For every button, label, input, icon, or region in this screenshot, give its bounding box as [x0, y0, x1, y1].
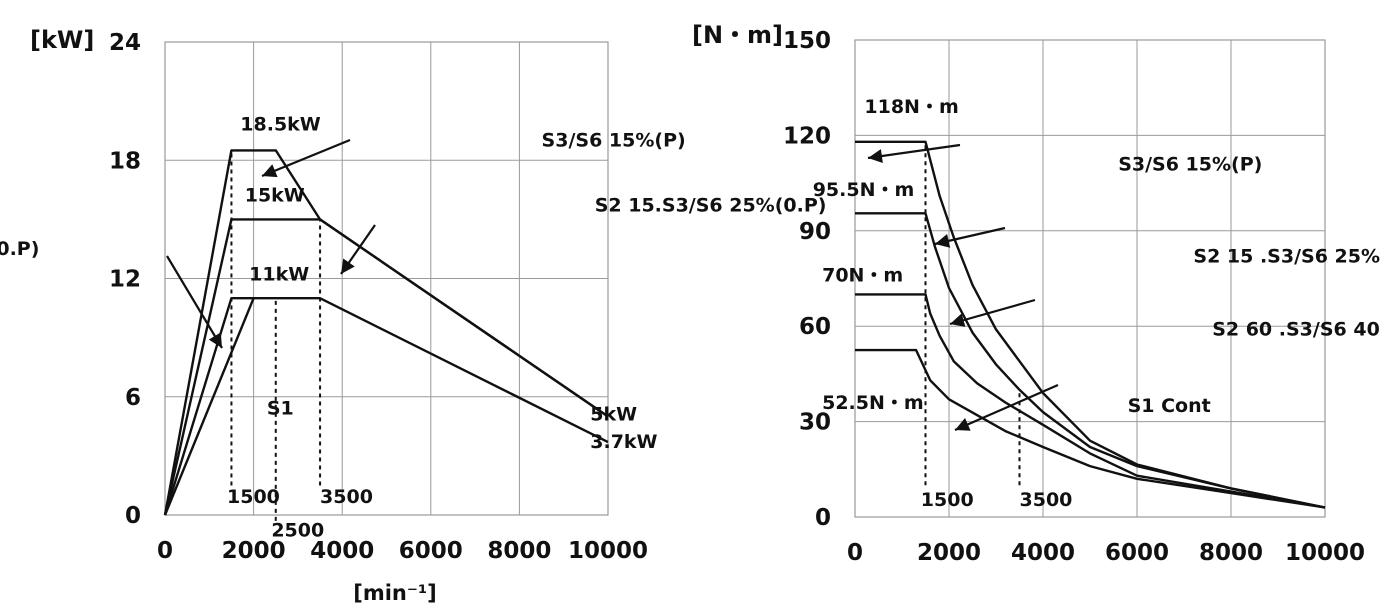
- x-tick-label: 6000: [1105, 540, 1169, 566]
- annotation-ls1: S1: [267, 397, 294, 419]
- x-tick-label: 6000: [399, 538, 463, 564]
- annotation-lp_s215: S2 15.S3/S6 25%(0.P): [595, 194, 827, 216]
- x-tick-label: 4000: [1011, 540, 1075, 566]
- annotation-lp_s3: S3/S6 15%(P): [542, 129, 686, 151]
- torque-chart: 0 2000 4000 6000 8000 10000 0 30 60 90 120 150[N・m]…: [692, 21, 1380, 566]
- annotation-l37: 3.7kW: [590, 431, 657, 453]
- y-tick-label: 150: [783, 28, 831, 54]
- annotation-rp_s260: S2 60 .S3/S6 40%(0.P): [1212, 319, 1380, 341]
- x-tick-label: 10000: [1285, 540, 1365, 566]
- y-tick-label: 0: [125, 503, 141, 529]
- y-tick-label: 18: [109, 148, 141, 174]
- annotation-r52: 52.5N・m: [822, 392, 924, 414]
- pointer-arrow-head: [950, 313, 966, 327]
- annotation-l15: 15kW: [245, 185, 305, 207]
- x-tick-label: 8000: [487, 538, 551, 564]
- x-tick-label: 2000: [222, 538, 286, 564]
- annotation-r70: 70N・m: [822, 265, 903, 287]
- y-tick-label: 6: [125, 385, 141, 411]
- pointer-arrow-line: [949, 298, 1036, 326]
- series-line-p15: [163, 218, 609, 516]
- pointer-arrow-line: [166, 255, 223, 349]
- pointer-arrow-head: [341, 258, 355, 274]
- y-tick-label: 60: [799, 314, 831, 340]
- annotation-r95: 95.5N・m: [813, 179, 915, 201]
- annotation-rp_s215: S2 15 .S3/S6 25%(0.P): [1193, 246, 1380, 268]
- annotation-lp_s340: S3/S6 40%(0.P): [0, 238, 39, 260]
- plot-frame: [854, 39, 1326, 518]
- series-line-t52: [855, 348, 1326, 509]
- annotation-rx3500: 3500: [1020, 489, 1073, 511]
- pointer-arrow-head: [955, 417, 971, 431]
- pointer-arrow-head: [868, 149, 883, 163]
- x-tick-label: 2000: [917, 540, 981, 566]
- annotation-lx1500: 1500: [227, 486, 280, 508]
- pointer-arrow-line: [261, 138, 351, 178]
- annotation-lx2500: 2500: [271, 520, 324, 542]
- y-tick-label: 24: [109, 30, 141, 56]
- y-tick-label: 12: [109, 267, 141, 293]
- grid: [854, 39, 1326, 518]
- y-axis-unit: [kW]: [30, 26, 94, 54]
- series-line-t70: [855, 293, 1326, 509]
- y-tick-label: 120: [783, 123, 831, 149]
- y-tick-label: 90: [799, 219, 831, 245]
- annotation-rx1500: 1500: [921, 489, 974, 511]
- x-axis-unit: [min⁻¹]: [353, 581, 437, 605]
- annotation-l185: 18.5kW: [240, 114, 321, 136]
- series-line-t95: [855, 212, 1326, 509]
- annotation-r118: 118N・m: [864, 96, 958, 118]
- x-tick-label: 10000: [568, 538, 648, 564]
- x-tick-label: 0: [157, 538, 173, 564]
- y-tick-label: 0: [815, 505, 831, 531]
- x-tick-label: 0: [847, 540, 863, 566]
- series-line-t118: [855, 140, 1326, 509]
- pointer-arrow-head: [935, 234, 951, 248]
- series-line-p11b: [163, 297, 255, 516]
- annotation-l5: 5kW: [590, 403, 637, 425]
- pointer-arrow-head: [208, 332, 222, 348]
- series-line-p11: [163, 297, 609, 516]
- annotation-lx3500: 3500: [320, 486, 373, 508]
- pointer-arrow-line: [954, 383, 1059, 432]
- grid: [164, 41, 609, 516]
- x-tick-label: 4000: [310, 538, 374, 564]
- annotation-rp_s3: S3/S6 15%(P): [1118, 153, 1262, 175]
- y-axis-unit: [N・m]: [692, 21, 783, 49]
- plot-frame: [164, 41, 609, 516]
- y-tick-label: 30: [799, 410, 831, 436]
- pointer-arrow-head: [262, 164, 278, 178]
- x-tick-label: 8000: [1199, 540, 1263, 566]
- annotation-rp_s1: S1 Cont: [1128, 395, 1211, 417]
- power-chart: 0 2000 4000 6000 8000 10000 0 6 12 18 24 [kW] [min⁻¹…: [0, 26, 826, 605]
- annotation-l11: 11kW: [249, 263, 309, 285]
- pointer-arrow-line: [867, 143, 961, 160]
